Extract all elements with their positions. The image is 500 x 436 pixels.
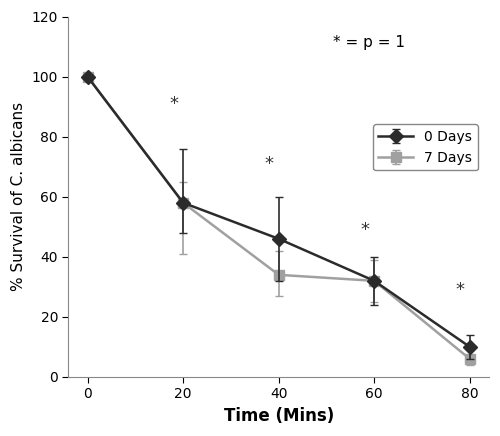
Text: * = p = 1: * = p = 1	[334, 34, 406, 50]
Text: *: *	[264, 155, 274, 173]
Text: *: *	[169, 95, 178, 112]
Text: *: *	[456, 281, 464, 299]
X-axis label: Time (Mins): Time (Mins)	[224, 407, 334, 425]
Text: *: *	[360, 221, 369, 239]
Legend: 0 Days, 7 Days: 0 Days, 7 Days	[373, 124, 478, 170]
Y-axis label: % Survival of C. albicans: % Survival of C. albicans	[11, 102, 26, 291]
